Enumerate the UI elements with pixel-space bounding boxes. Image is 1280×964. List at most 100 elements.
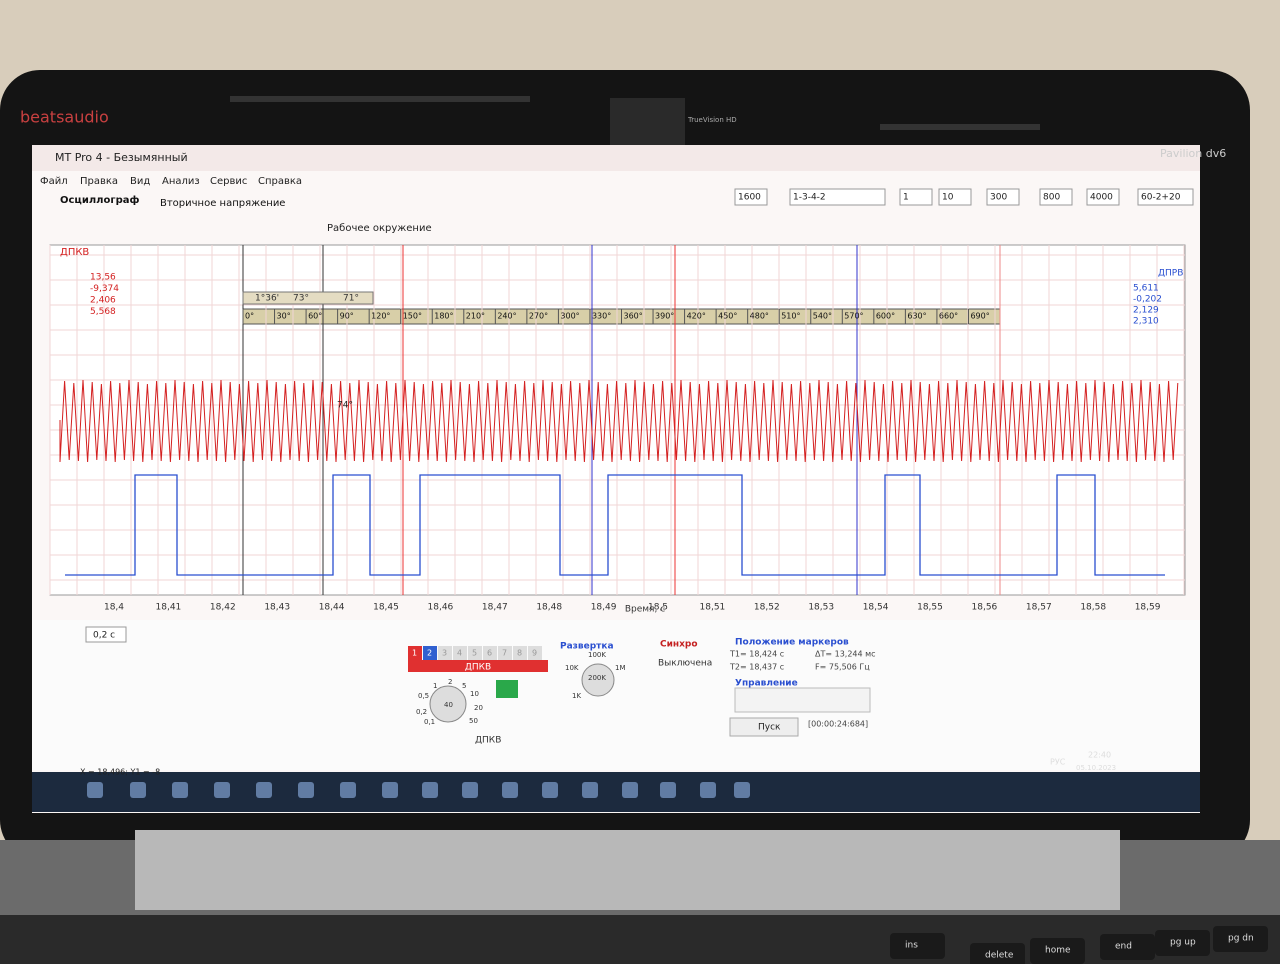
taskbar-icon[interactable]: [542, 782, 558, 798]
degree-label: 180°: [434, 312, 453, 321]
channel-tab[interactable]: [423, 646, 437, 660]
x-tick-label: 18,51: [700, 603, 726, 613]
toolbar-field[interactable]: [1086, 188, 1120, 206]
degree-label: 510°: [781, 312, 800, 321]
clock: 22:40: [1088, 751, 1111, 760]
key: [1155, 930, 1210, 956]
taskbar-icon[interactable]: [422, 782, 438, 798]
control-modes[interactable]: [734, 687, 871, 713]
toolbar-value: 1600: [738, 193, 761, 203]
angle-bar: [242, 291, 374, 305]
taskbar-icon[interactable]: [700, 782, 716, 798]
taskbar-icon[interactable]: [340, 782, 356, 798]
dial-label: 0,2: [416, 708, 427, 716]
channel-tab[interactable]: [513, 646, 527, 660]
x-tick-label: 18,41: [156, 603, 182, 613]
degree-label: 240°: [497, 312, 516, 321]
channel-tab-label: 7: [502, 649, 507, 658]
channel-tab[interactable]: [498, 646, 512, 660]
angle-marker: 73°: [293, 294, 309, 304]
menu-item: Сервис: [210, 176, 247, 187]
channel-tab[interactable]: [453, 646, 467, 660]
date: 05.10.2023: [1076, 764, 1116, 772]
cursor-label: 74°: [337, 401, 353, 411]
key-label: pg up: [1170, 938, 1196, 948]
marker-dt: ΔT= 13,244 мс: [815, 650, 876, 659]
degree-label: 660°: [939, 312, 958, 321]
x-tick-label: 18,55: [917, 603, 943, 613]
degree-label: 330°: [592, 312, 611, 321]
degree-label: 630°: [907, 312, 926, 321]
toolbar-field[interactable]: [986, 188, 1020, 206]
toolbar-value: 1: [903, 193, 909, 203]
dial-label: 5: [462, 682, 466, 690]
degree-label: 90°: [340, 312, 354, 321]
toolbar-field[interactable]: [899, 188, 933, 206]
degree-label: 360°: [624, 312, 643, 321]
channel-name: ДПКВ: [465, 663, 491, 673]
taskbar-icon[interactable]: [660, 782, 676, 798]
key-label: ins: [905, 941, 918, 951]
marker-f: F= 75,506 Гц: [815, 663, 870, 672]
taskbar-icon[interactable]: [214, 782, 230, 798]
sensor-label: ДПКВ: [475, 736, 501, 746]
control-panel: [32, 620, 1200, 770]
workspace-button: Рабочее окружение: [327, 223, 432, 234]
signal-red: [59, 379, 1179, 463]
taskbar-icon[interactable]: [298, 782, 314, 798]
reading: 13,56: [90, 273, 116, 283]
toolbar-field[interactable]: [734, 188, 768, 206]
taskbar-icon[interactable]: [734, 782, 750, 798]
reading: 2,310: [1133, 317, 1159, 327]
key: [970, 943, 1025, 964]
toolbar-value: 4000: [1090, 193, 1113, 203]
taskbar-icon[interactable]: [87, 782, 103, 798]
sweep-dial: [581, 663, 615, 697]
taskbar-icon[interactable]: [582, 782, 598, 798]
taskbar-icon[interactable]: [172, 782, 188, 798]
dial-label: 10: [470, 690, 479, 698]
toolbar-value: 60-2+20: [1141, 193, 1181, 203]
toolbar-field[interactable]: [789, 188, 886, 206]
power-button[interactable]: [496, 680, 518, 698]
taskbar-icon[interactable]: [130, 782, 146, 798]
channel-tab[interactable]: [468, 646, 482, 660]
channel-tab-label: 5: [472, 649, 477, 658]
tab: Вторичное напряжение: [160, 198, 285, 209]
x-tick-label: 18,47: [482, 603, 508, 613]
degree-label: 450°: [718, 312, 737, 321]
channel-tab[interactable]: [528, 646, 542, 660]
zoom-field[interactable]: [85, 626, 127, 643]
taskbar-icon[interactable]: [502, 782, 518, 798]
toolbar-value: 800: [1043, 193, 1060, 203]
toolbar-field[interactable]: [1039, 188, 1073, 206]
x-tick-label: 18,58: [1080, 603, 1106, 613]
camera-label: TrueVision HD: [687, 116, 737, 124]
x-tick-label: 18,48: [536, 603, 562, 613]
dial-label: 1K: [572, 692, 581, 700]
x-tick-label: 18,46: [428, 603, 454, 613]
channel-tab[interactable]: [438, 646, 452, 660]
angle-marker: 1°36': [255, 294, 279, 304]
toolbar-field[interactable]: [1137, 188, 1194, 206]
degree-label: 270°: [529, 312, 548, 321]
channel-tab[interactable]: [408, 646, 422, 660]
channel-label: ДПРВ: [1158, 269, 1183, 279]
markers-title: Положение маркеров: [735, 638, 849, 648]
camera-tape: [610, 98, 685, 153]
vent: [230, 96, 530, 102]
dial-label: 50: [469, 717, 478, 725]
start-button[interactable]: [729, 717, 799, 737]
toolbar-value: 10: [942, 193, 954, 203]
taskbar-icon[interactable]: [382, 782, 398, 798]
dial-label: 10K: [565, 664, 579, 672]
channel-tab[interactable]: [483, 646, 497, 660]
channel-tab-label: 8: [517, 649, 522, 658]
taskbar-icon[interactable]: [256, 782, 272, 798]
x-tick-label: 18,43: [264, 603, 290, 613]
taskbar-icon[interactable]: [462, 782, 478, 798]
taskbar-icon[interactable]: [622, 782, 638, 798]
channel-bar: [408, 660, 548, 672]
degree-label: 300°: [560, 312, 579, 321]
toolbar-field[interactable]: [938, 188, 972, 206]
